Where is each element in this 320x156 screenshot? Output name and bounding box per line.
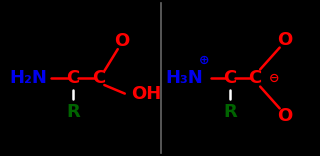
Text: ⊖: ⊖	[268, 71, 279, 85]
Text: C: C	[223, 69, 236, 87]
Text: ⊕: ⊕	[199, 54, 209, 67]
Text: R: R	[223, 103, 236, 121]
Text: H₂N: H₂N	[10, 69, 48, 87]
Text: H₃N: H₃N	[165, 69, 203, 87]
Text: OH: OH	[131, 85, 162, 103]
Text: C: C	[248, 69, 261, 87]
Text: C: C	[66, 69, 80, 87]
Text: O: O	[277, 107, 292, 125]
Text: O: O	[114, 32, 129, 50]
Text: O: O	[277, 31, 292, 49]
Text: C: C	[92, 69, 106, 87]
Text: R: R	[66, 103, 80, 121]
